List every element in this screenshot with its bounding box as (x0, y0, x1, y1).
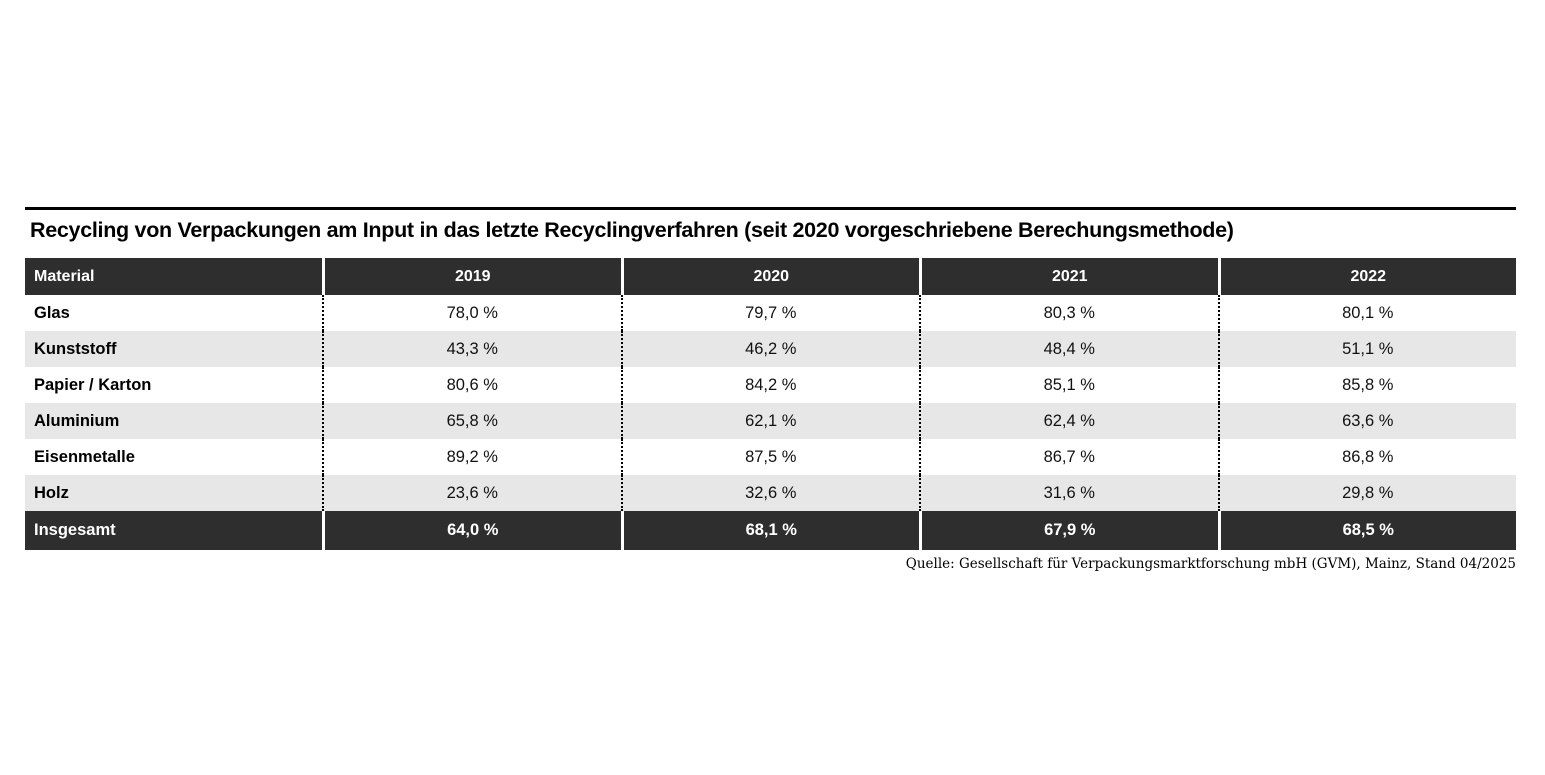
value-cell: 51,1 % (1217, 331, 1516, 367)
value-cell: 29,8 % (1217, 475, 1516, 511)
value-cell: 46,2 % (620, 331, 919, 367)
total-value-cell: 68,5 % (1217, 511, 1516, 550)
value-cell: 65,8 % (322, 403, 621, 439)
column-header-2020: 2020 (620, 258, 919, 295)
column-header-2021: 2021 (919, 258, 1218, 295)
value-cell: 80,3 % (919, 295, 1218, 331)
value-cell: 89,2 % (322, 439, 621, 475)
column-header-2019: 2019 (322, 258, 621, 295)
page-title: Recycling von Verpackungen am Input in d… (30, 218, 1234, 242)
table-row-holz: Holz 23,6 % 32,6 % 31,6 % 29,8 % (25, 475, 1516, 511)
material-cell: Holz (25, 475, 322, 511)
total-value-cell: 68,1 % (620, 511, 919, 550)
value-cell: 32,6 % (620, 475, 919, 511)
value-cell: 80,6 % (322, 367, 621, 403)
value-cell: 87,5 % (620, 439, 920, 475)
total-value-cell: 67,9 % (919, 511, 1218, 550)
value-cell: 48,4 % (919, 331, 1218, 367)
value-cell: 63,6 % (1217, 403, 1516, 439)
material-cell: Eisenmetalle (34, 447, 135, 466)
table-row-papier-karton: Papier / Karton 80,6 % 84,2 % 85,1 % 85,… (25, 367, 1516, 403)
table-row-eisenmetalle: Eisenmetalle 89,2 % 87,5 % 86,7 % 86,8 % (25, 439, 1516, 475)
column-header-2022: 2022 (1217, 258, 1516, 295)
value-cell: 78,0 % (322, 295, 621, 331)
value-cell: 86,8 % (1217, 439, 1517, 475)
value-cell: 85,1 % (919, 367, 1218, 403)
value-cell: 43,3 % (322, 331, 621, 367)
total-row: Insgesamt 64,0 % 68,1 % 67,9 % 68,5 % (25, 511, 1516, 550)
recycling-table: Material 2019 2020 2021 2022 Glas 78,0 %… (25, 258, 1516, 550)
table-header-row: Material 2019 2020 2021 2022 (25, 258, 1516, 295)
table-row-kunststoff: Kunststoff 43,3 % 46,2 % 48,4 % 51,1 % (25, 331, 1516, 367)
top-rule-divider (25, 207, 1516, 210)
value-cell: 85,8 % (1217, 367, 1517, 403)
material-cell: Aluminium (25, 403, 322, 439)
material-cell: Kunststoff (25, 331, 322, 367)
value-cell: 79,7 % (620, 295, 920, 331)
recycling-figure: Recycling von Verpackungen am Input in d… (25, 207, 1516, 572)
value-cell: 23,6 % (322, 475, 621, 511)
value-cell: 80,1 % (1217, 295, 1517, 331)
value-cell: 84,2 % (620, 367, 920, 403)
value-cell: 62,4 % (919, 403, 1218, 439)
material-cell: Glas (34, 303, 70, 322)
value-cell: 31,6 % (919, 475, 1218, 511)
column-header-material: Material (25, 258, 322, 295)
total-material-cell: Insgesamt (25, 511, 322, 550)
material-cell: Papier / Karton (34, 375, 152, 394)
value-cell: 62,1 % (620, 403, 919, 439)
table-row-glas: Glas 78,0 % 79,7 % 80,3 % 80,1 % (25, 295, 1516, 331)
table-row-aluminium: Aluminium 65,8 % 62,1 % 62,4 % 63,6 % (25, 403, 1516, 439)
source-note: Quelle: Gesellschaft für Verpackungsmark… (905, 556, 1516, 572)
total-value-cell: 64,0 % (322, 511, 621, 550)
value-cell: 86,7 % (919, 439, 1218, 475)
